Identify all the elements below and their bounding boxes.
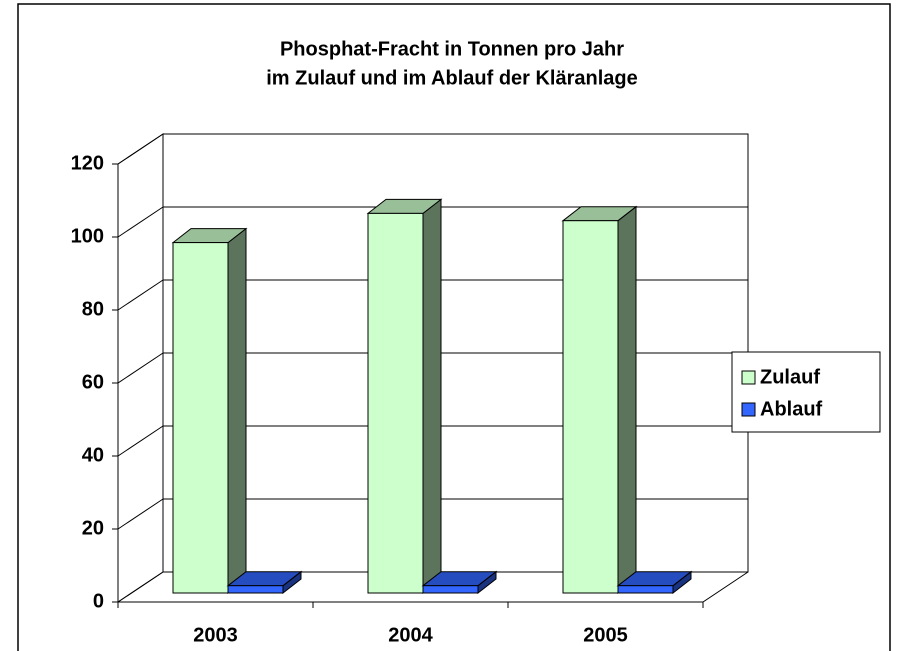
- x-tick-label: 2004: [388, 624, 433, 646]
- bar: [617, 585, 674, 594]
- grid-line: [117, 206, 164, 238]
- grid-line: [117, 133, 164, 165]
- bar: [422, 585, 479, 594]
- bar: [227, 585, 284, 594]
- bar: [367, 212, 424, 594]
- y-tick-label: 80: [82, 298, 104, 320]
- bar-side: [422, 198, 442, 595]
- bar: [562, 220, 619, 594]
- chart-title: im Zulauf und im Ablauf der Kläranlage: [266, 67, 638, 89]
- y-tick-label: 0: [93, 590, 104, 612]
- bar: [172, 242, 229, 594]
- y-tick-label: 120: [71, 152, 104, 174]
- legend-label: Zulauf: [760, 366, 820, 388]
- y-tick-label: 20: [82, 517, 104, 539]
- grid-line: [117, 425, 164, 457]
- grid-line: [117, 279, 164, 311]
- legend-swatch: [741, 370, 756, 385]
- chart-frame: [17, 3, 891, 651]
- y-tick-label: 60: [82, 371, 104, 393]
- y-tick-label: 40: [82, 444, 104, 466]
- legend-swatch: [741, 402, 756, 417]
- bar-side: [617, 205, 637, 595]
- grid-line: [117, 498, 164, 530]
- x-tick-label: 2003: [193, 624, 238, 646]
- bar-side: [227, 227, 247, 595]
- y-tick-label: 100: [71, 225, 104, 247]
- grid-line: [117, 352, 164, 384]
- grid-line: [117, 571, 164, 603]
- chart-title: Phosphat-Fracht in Tonnen pro Jahr: [280, 38, 624, 60]
- x-tick-label: 2005: [583, 624, 628, 646]
- legend-label: Ablauf: [760, 398, 823, 420]
- legend-box: [731, 351, 881, 433]
